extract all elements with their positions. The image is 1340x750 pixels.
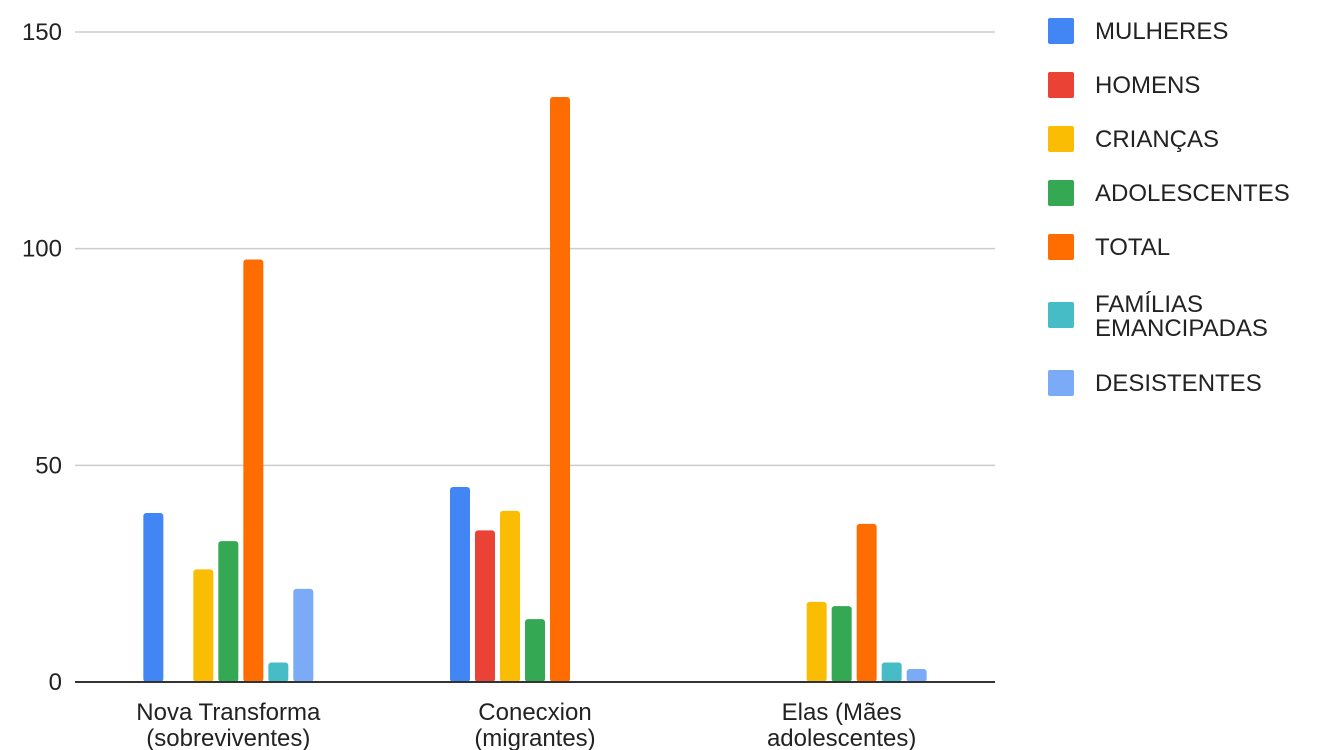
x-category-label: Nova Transforma (sobreviventes) bbox=[136, 699, 321, 750]
bar bbox=[450, 487, 470, 682]
x-category-label: Conecxion (migrantes) bbox=[474, 699, 595, 750]
category-labels: Nova Transforma (sobreviventes) Conecxion(… bbox=[136, 699, 916, 750]
y-tick-label: 100 bbox=[22, 236, 62, 263]
legend-label: FAMÍLIAS EMANCIPADAS bbox=[1095, 291, 1268, 342]
y-axis-ticks: 0 50 100 150 bbox=[22, 19, 62, 696]
legend-label: MULHERES bbox=[1095, 18, 1228, 45]
bar bbox=[293, 588, 314, 682]
legend-swatch bbox=[1048, 234, 1074, 260]
legend-swatch bbox=[1048, 72, 1074, 98]
x-category-label: Elas (Mães adolescentes) bbox=[767, 699, 916, 750]
legend-swatch bbox=[1048, 370, 1074, 396]
bar bbox=[831, 606, 852, 682]
legend-label: TOTAL bbox=[1095, 234, 1170, 261]
legend-label: HOMENS bbox=[1095, 72, 1200, 99]
bar bbox=[475, 530, 495, 682]
gridlines bbox=[75, 31, 995, 467]
legend-swatch bbox=[1048, 126, 1074, 152]
bar bbox=[525, 619, 545, 682]
bar bbox=[243, 259, 264, 682]
bar bbox=[193, 569, 214, 682]
bar bbox=[143, 513, 164, 682]
bar bbox=[881, 662, 902, 682]
bar bbox=[500, 510, 520, 682]
bar bbox=[550, 97, 570, 682]
legend-swatch bbox=[1048, 180, 1074, 206]
bar bbox=[218, 541, 239, 682]
bar bbox=[268, 662, 289, 682]
y-tick-label: 50 bbox=[35, 452, 62, 479]
bar bbox=[806, 601, 827, 682]
legend-label: DESISTENTES bbox=[1095, 370, 1262, 397]
bar bbox=[856, 523, 877, 682]
legend-label: CRIANÇAS bbox=[1095, 126, 1219, 153]
y-tick-label: 150 bbox=[22, 19, 62, 46]
legend: MULHERES HOMENS CRIANÇAS ADOLESCENTES TOTAL F… bbox=[1048, 18, 1290, 397]
legend-label: ADOLESCENTES bbox=[1095, 180, 1290, 207]
bar bbox=[906, 669, 927, 682]
legend-swatch bbox=[1048, 302, 1074, 328]
y-tick-label: 0 bbox=[49, 669, 62, 696]
bars bbox=[143, 97, 927, 682]
legend-swatch bbox=[1048, 18, 1074, 44]
